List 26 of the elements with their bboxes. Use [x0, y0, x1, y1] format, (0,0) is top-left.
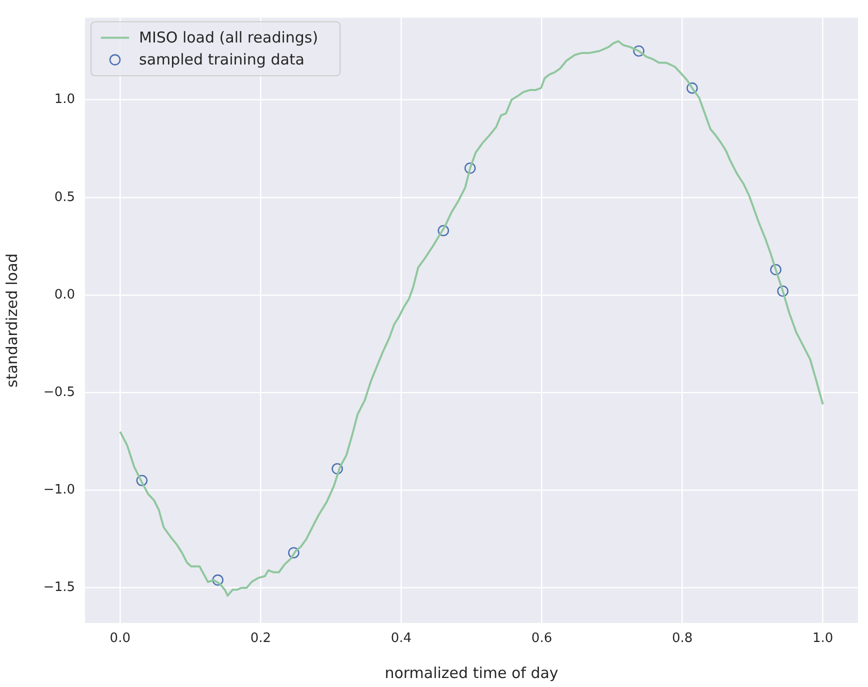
point	[777, 285, 788, 297]
legend-label: sampled training data	[139, 50, 304, 69]
point	[212, 574, 224, 586]
x-tick-label: 0.0	[110, 631, 130, 646]
y-axis-title: standardized load	[2, 253, 21, 388]
point	[633, 45, 644, 57]
x-tick-label: 1.0	[812, 631, 834, 646]
point	[136, 474, 148, 486]
point	[686, 82, 698, 94]
y-tick-label: −1.0	[43, 482, 75, 498]
x-tick-label: 0.4	[390, 631, 412, 646]
x-tick-label: 0.8	[672, 631, 693, 646]
point	[438, 224, 450, 236]
y-tick-label: −1.5	[43, 580, 75, 596]
point	[464, 162, 476, 174]
point	[332, 463, 343, 474]
x-tick-label: 0.6	[531, 631, 552, 646]
x-axis-title: normalized time of day	[384, 664, 558, 682]
point	[770, 264, 782, 276]
legend-label: MISO load (all readings)	[139, 28, 318, 47]
y-tick-label: 0.5	[54, 190, 75, 205]
y-tick-label: −0.5	[43, 385, 75, 400]
point	[288, 547, 300, 558]
y-tick-label: 1.0	[54, 92, 75, 108]
y-tick-label: 0.0	[54, 287, 75, 302]
x-tick-label: 0.2	[250, 631, 272, 646]
